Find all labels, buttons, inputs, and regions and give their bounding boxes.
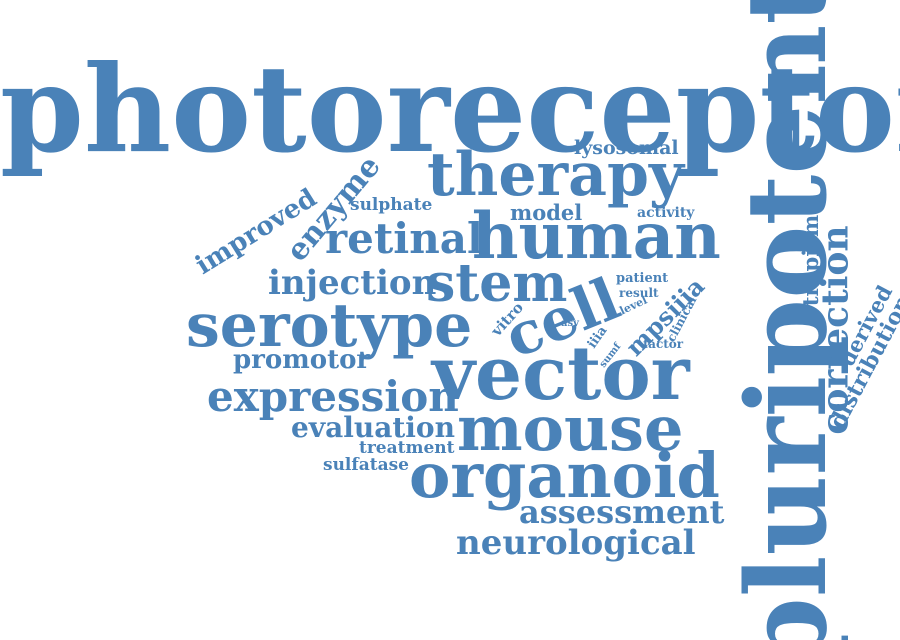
word-asv: asv: [561, 318, 579, 329]
word-factor: factor: [643, 337, 684, 351]
word-mouse: mouse: [457, 392, 684, 465]
word-injection: injection: [268, 263, 437, 303]
word-treatment: treatment: [359, 438, 455, 458]
word-evaluation: evaluation: [291, 411, 455, 444]
word-neurological: neurological: [456, 523, 696, 563]
word-tropism: tropism: [798, 214, 824, 307]
word-result: result: [619, 286, 659, 300]
word-retinal: retinal: [325, 214, 483, 263]
word-model: model: [510, 200, 583, 225]
word-activity: activity: [637, 205, 695, 221]
word-assessment: assessment: [519, 493, 725, 531]
word-vector: vector: [432, 331, 690, 417]
word-serotype: serotype: [186, 291, 473, 361]
word-lysosomal: lysosomal: [574, 137, 679, 159]
word-promotor: promotor: [233, 345, 371, 375]
word-patient: patient: [616, 271, 669, 286]
word-expression: expression: [207, 372, 459, 421]
word-stem: stem: [426, 253, 568, 314]
word-sulphate: sulphate: [350, 195, 433, 215]
word-photoreceptor: photoreceptor: [0, 39, 900, 180]
word-sulfatase: sulfatase: [323, 455, 409, 475]
word-organoid: organoid: [409, 439, 720, 512]
word-therapy: therapy: [427, 140, 684, 210]
word-human: human: [472, 199, 721, 274]
